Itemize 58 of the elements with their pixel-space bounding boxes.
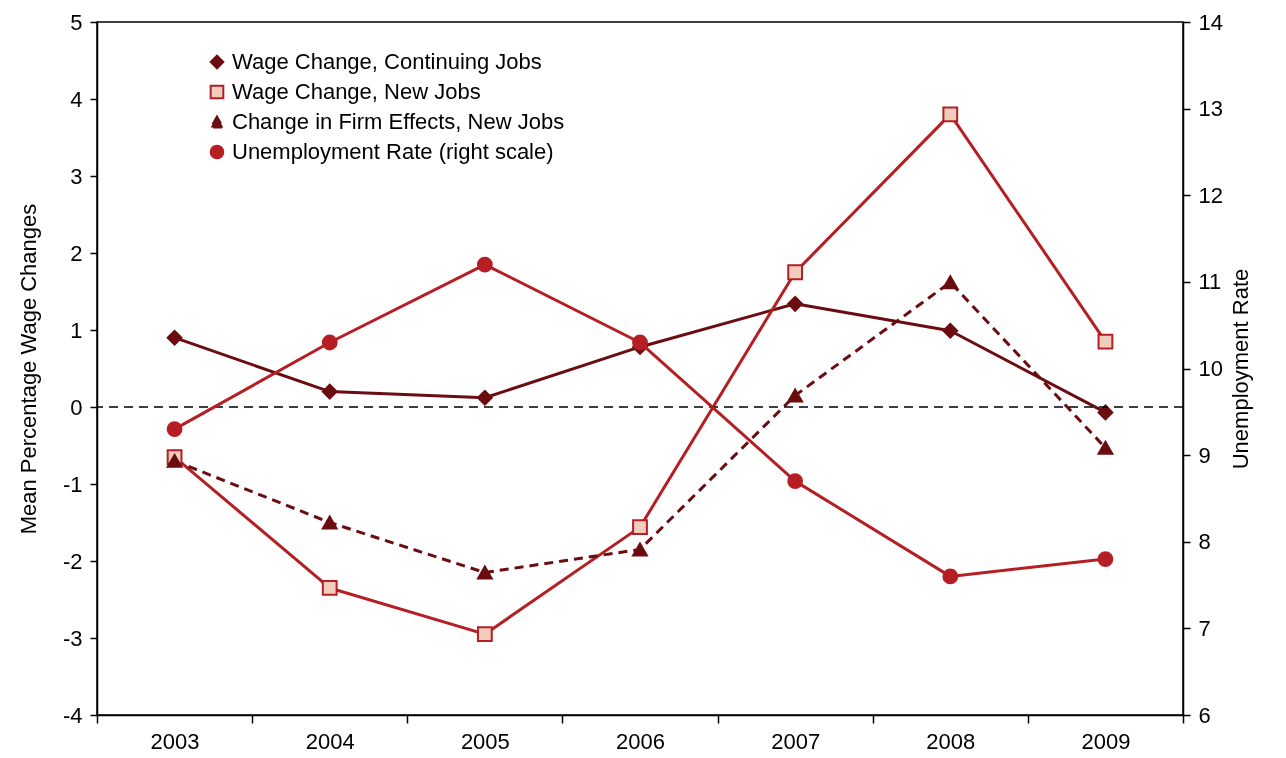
point	[166, 329, 183, 346]
y2-tick-label: 10	[1198, 356, 1223, 381]
point	[787, 388, 804, 403]
y-tick-label: 3	[70, 163, 83, 189]
y-tick-label: -3	[62, 625, 83, 651]
y2-tick-label: 13	[1198, 96, 1223, 122]
point	[476, 565, 493, 580]
point	[321, 515, 338, 530]
point	[632, 519, 648, 536]
point	[632, 542, 648, 557]
point	[787, 295, 804, 312]
x-tick-label: 2003	[150, 728, 200, 754]
y2-tick-label: 11	[1198, 269, 1222, 295]
y2-tick-label: 12	[1198, 182, 1223, 208]
y-tick-label: 5	[70, 9, 83, 35]
point	[321, 383, 338, 400]
legend-label: Wage Change, New Jobs	[232, 79, 481, 104]
point	[632, 334, 648, 351]
point	[321, 580, 338, 596]
y-tick-label: 4	[70, 86, 83, 112]
y2-axis-title: Unemployment Rate	[1227, 268, 1253, 470]
legend-label: Unemployment Rate (right scale)	[232, 139, 554, 164]
x-tick-label: 2005	[460, 728, 510, 754]
point	[476, 626, 493, 643]
point	[1097, 404, 1114, 421]
point	[1097, 551, 1114, 567]
x-tick-label: 2004	[305, 728, 355, 754]
y-tick-label: 0	[70, 394, 83, 420]
point	[321, 334, 338, 351]
y2-tick-label: 14	[1198, 9, 1223, 35]
point	[166, 421, 183, 438]
y2-tick-label: 9	[1198, 442, 1211, 468]
y2-tick-label: 8	[1198, 529, 1211, 555]
point	[942, 568, 959, 585]
y-tick-label: 1	[70, 317, 83, 343]
point	[787, 264, 804, 281]
y2-tick-label: 7	[1198, 615, 1211, 641]
y-tick-label: 2	[70, 240, 83, 266]
x-tick-label: 2008	[926, 728, 976, 754]
x-tick-label: 2009	[1081, 728, 1131, 754]
y-tick-label: -4	[62, 702, 83, 728]
y-axis-title: Mean Percentage Wage Changes	[15, 203, 41, 535]
y-tick-label: -1	[62, 471, 83, 497]
y-tick-label: -2	[62, 548, 83, 574]
point	[942, 106, 959, 123]
point	[787, 473, 804, 489]
x-tick-label: 2007	[771, 728, 821, 754]
legend-label: Wage Change, Continuing Jobs	[232, 49, 542, 74]
point	[1097, 333, 1114, 350]
point	[942, 322, 959, 339]
point	[166, 453, 183, 468]
y2-tick-label: 6	[1198, 702, 1211, 728]
point	[476, 389, 493, 406]
legend-label: Change in Firm Effects, New Jobs	[232, 109, 565, 134]
point	[1097, 440, 1114, 455]
point	[476, 256, 493, 273]
point	[942, 275, 959, 290]
x-tick-label: 2006	[616, 728, 665, 754]
